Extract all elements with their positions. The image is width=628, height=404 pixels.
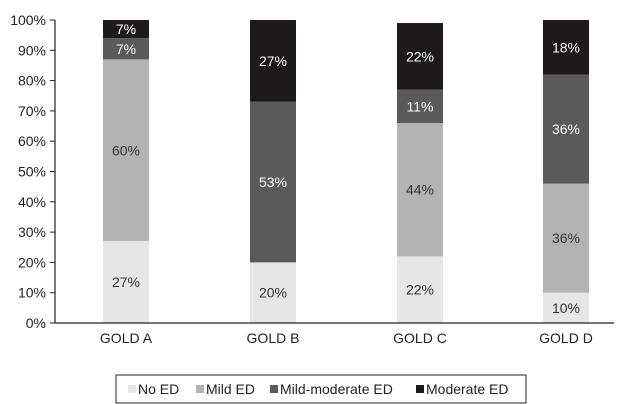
- data-label: 22%: [406, 282, 434, 298]
- data-labels: 27% 60% 7% 7% 20% 53% 27% 22% 44% 11% 22% 10% 36% 36%…: [112, 21, 580, 316]
- bar-segment: [397, 256, 443, 323]
- legend: No ED Mild ED Mild-moderate ED Moderate ED: [115, 374, 527, 404]
- data-label: 60%: [112, 142, 140, 158]
- y-tick-label: 90%: [18, 42, 46, 58]
- legend-label: Mild-moderate ED: [280, 381, 393, 397]
- bar-segment: [103, 20, 149, 39]
- y-tick-label: 60%: [18, 133, 46, 149]
- x-category-label: GOLD C: [393, 330, 447, 346]
- data-label: 36%: [552, 121, 580, 137]
- x-axis: GOLD A GOLD B GOLD C GOLD D: [55, 322, 614, 346]
- legend-label: Moderate ED: [426, 381, 508, 397]
- bar-segment: [103, 38, 149, 60]
- data-label: 44%: [406, 182, 434, 198]
- x-category-label: GOLD B: [247, 330, 300, 346]
- y-tick-label: 80%: [18, 73, 46, 89]
- x-category-label: GOLD D: [539, 330, 593, 346]
- y-tick-label: 70%: [18, 103, 46, 119]
- bar-segment: [103, 241, 149, 323]
- data-label: 11%: [407, 98, 434, 114]
- y-tick-label: 0%: [26, 315, 46, 331]
- data-label: 27%: [112, 274, 140, 290]
- legend-box: [115, 374, 527, 404]
- bar-segment: [397, 123, 443, 257]
- bar-segment: [397, 23, 443, 90]
- legend-label: Mild ED: [206, 381, 255, 397]
- y-tick-label: 30%: [18, 224, 46, 240]
- bar-segment: [250, 101, 296, 263]
- y-tick-label: 100%: [10, 12, 46, 28]
- legend-swatch: [196, 385, 204, 393]
- y-tick-label: 10%: [18, 285, 46, 301]
- bar-segment: [543, 74, 589, 184]
- y-tick-label: 50%: [18, 164, 46, 180]
- data-label: 27%: [259, 53, 287, 69]
- y-tick-label: 20%: [18, 254, 46, 270]
- bars: [103, 20, 589, 323]
- y-tick-label: 40%: [18, 194, 46, 210]
- data-label: 36%: [552, 230, 580, 246]
- bar-segment: [397, 89, 443, 124]
- legend-swatch: [416, 385, 424, 393]
- data-label: 7%: [116, 41, 136, 57]
- bar-segment: [543, 292, 589, 323]
- data-label: 53%: [259, 174, 287, 190]
- bar-segment: [543, 183, 589, 293]
- data-label: 20%: [259, 285, 287, 301]
- bar-segment: [103, 59, 149, 242]
- y-axis: 0% 10% 20% 30% 40% 50% 60% 70% 80% 90% 100%: [10, 12, 56, 331]
- x-category-label: GOLD A: [100, 330, 153, 346]
- bar-segment: [543, 20, 589, 75]
- bar-segment: [250, 262, 296, 323]
- data-label: 18%: [552, 39, 580, 55]
- data-label: 22%: [406, 48, 434, 64]
- data-label: 10%: [552, 300, 580, 316]
- legend-swatch: [270, 385, 278, 393]
- bar-segment: [250, 20, 296, 102]
- data-label: 7%: [116, 21, 136, 37]
- legend-swatch: [128, 385, 136, 393]
- legend-label: No ED: [138, 381, 179, 397]
